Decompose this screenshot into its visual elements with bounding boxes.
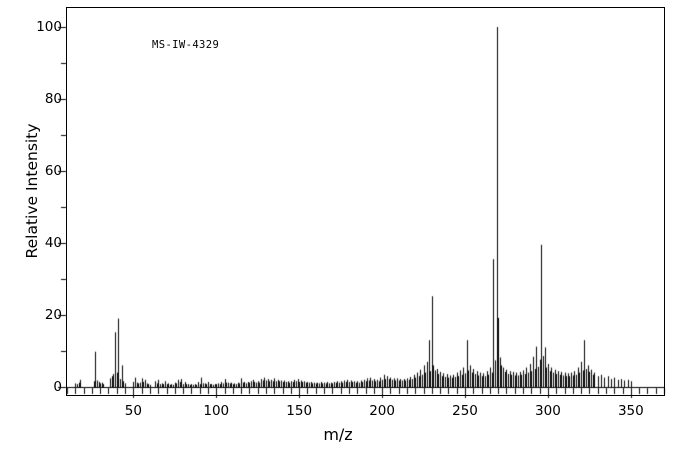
plot-area: MS-IW-4329 xyxy=(66,7,665,396)
x-tick-label: 50 xyxy=(124,403,142,419)
x-tick-label: 150 xyxy=(286,403,313,419)
y-axis-title: Relative Intensity xyxy=(23,123,41,259)
spectrum-trace xyxy=(67,8,664,395)
x-axis-tick-labels: 50 100 150 200 250 300 350 xyxy=(0,403,676,425)
x-tick-label: 100 xyxy=(203,403,230,419)
y-tick-label: 100 xyxy=(36,19,62,35)
x-tick-label: 300 xyxy=(535,403,561,419)
x-axis-title: m/z xyxy=(323,425,353,444)
x-tick-label: 350 xyxy=(617,403,644,419)
y-tick-label: 0 xyxy=(53,379,62,395)
series-label: MS-IW-4329 xyxy=(152,39,220,51)
x-tick-label: 250 xyxy=(452,403,478,419)
x-tick-label: 200 xyxy=(369,403,395,419)
